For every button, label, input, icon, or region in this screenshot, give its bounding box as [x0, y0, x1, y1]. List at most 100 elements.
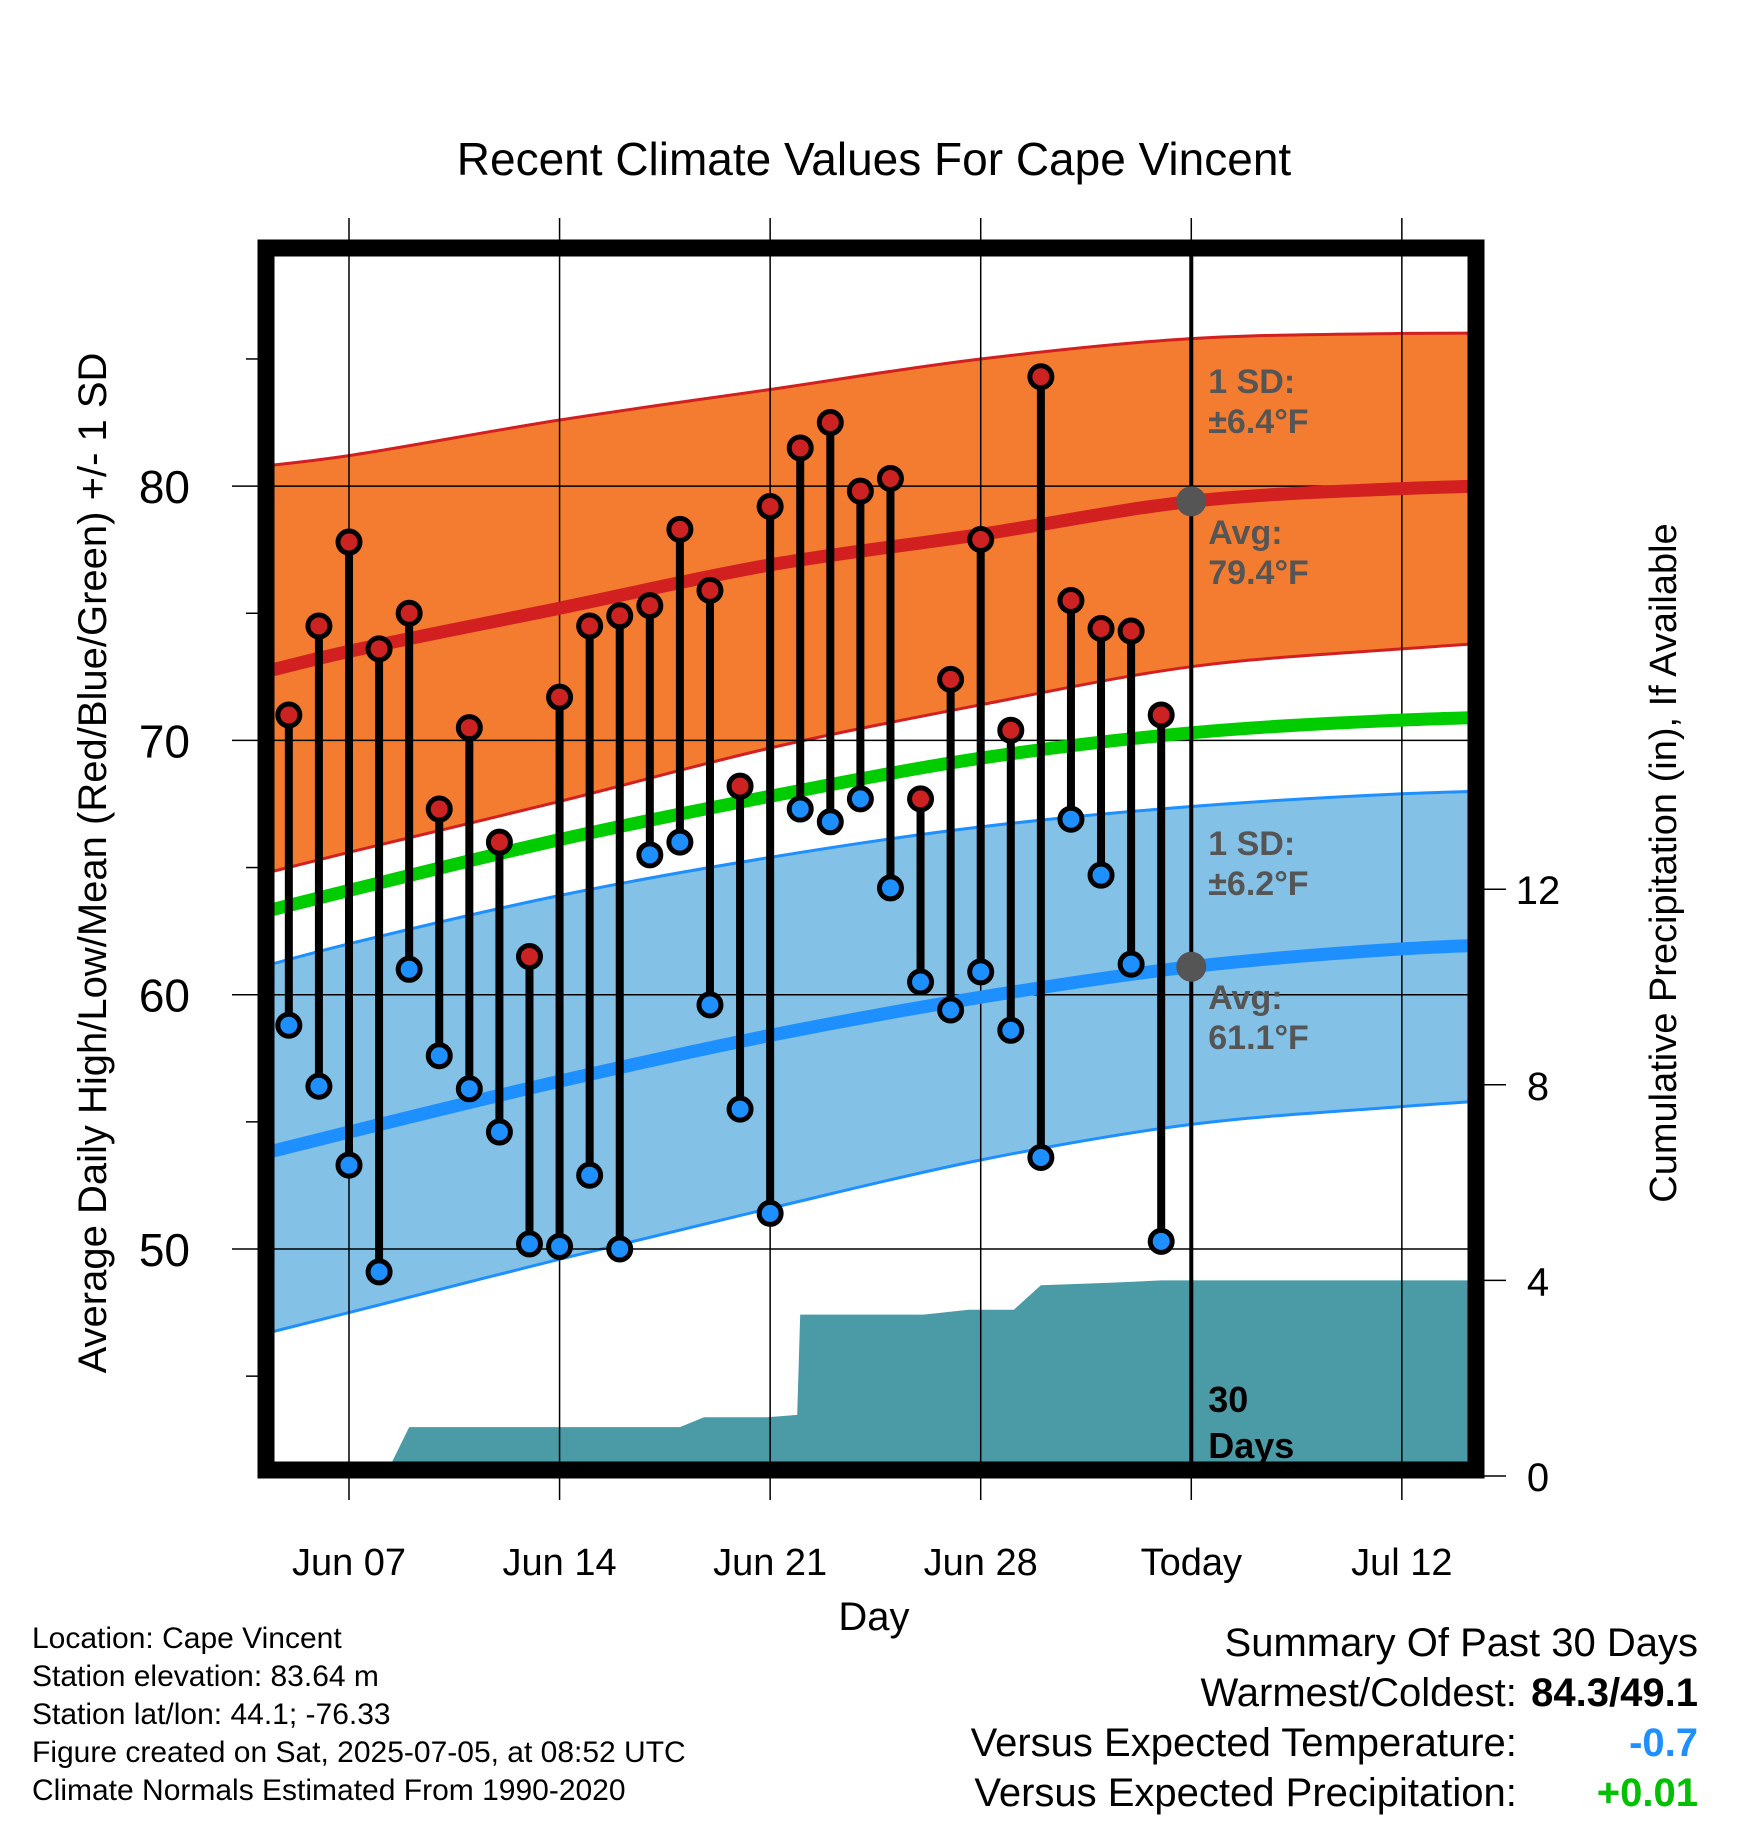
x-tick-label: Jun 07	[292, 1542, 406, 1584]
daily-low-point	[907, 968, 935, 996]
low-avg-label: Avg:	[1208, 979, 1282, 1017]
x-tick-label: Today	[1141, 1542, 1242, 1584]
elevation-text: Station elevation: 83.64 m	[32, 1660, 379, 1693]
station-info: Location: Cape Vincent Station elevation…	[32, 1620, 686, 1810]
high-avg-label: Avg:	[1208, 514, 1282, 552]
window-label-number: 30	[1208, 1379, 1248, 1420]
daily-low-point	[515, 1230, 543, 1258]
daily-low-point	[606, 1235, 634, 1263]
daily-high-point	[335, 528, 363, 556]
summary-panel: Summary Of Past 30 Days Warmest/Coldest:…	[971, 1618, 1698, 1818]
daily-high-point	[606, 602, 634, 630]
low-avg-value: 61.1°F	[1208, 1019, 1309, 1057]
avg-low-line	[266, 938, 1476, 1160]
daily-low-point	[997, 1016, 1025, 1044]
today-avg-high-dot	[1176, 486, 1207, 517]
daily-low-point	[937, 996, 965, 1024]
low-sd-label: 1 SD:	[1208, 825, 1295, 863]
summary-precip-row: Versus Expected Precipitation: +0.01	[971, 1768, 1698, 1818]
daily-high-point	[425, 795, 453, 823]
daily-high-point	[666, 515, 694, 543]
daily-high-point	[1117, 617, 1145, 645]
daily-low-point	[455, 1075, 483, 1103]
daily-low-point	[546, 1232, 574, 1260]
daily-low-point	[756, 1199, 784, 1227]
y2-tick-label: 0	[1527, 1456, 1549, 1500]
latlon-text: Station lat/lon: 44.1; -76.33	[32, 1698, 391, 1731]
precip-value: +0.01	[1596, 1771, 1698, 1815]
daily-high-point	[967, 526, 995, 554]
location-text: Location: Cape Vincent	[32, 1622, 342, 1655]
summary-temp-row: Versus Expected Temperature: -0.7	[971, 1718, 1698, 1768]
daily-low-point	[1087, 861, 1115, 889]
daily-high-point	[816, 409, 844, 437]
daily-high-point	[726, 772, 754, 800]
daily-low-point	[335, 1151, 363, 1179]
daily-low-point	[485, 1118, 513, 1146]
daily-low-point	[305, 1072, 333, 1100]
high-sd-band	[266, 333, 1476, 873]
daily-low-point	[1117, 950, 1145, 978]
daily-high-point	[546, 683, 574, 711]
daily-low-point	[425, 1042, 453, 1070]
warm-cold-label: Warmest/Coldest:	[1200, 1671, 1517, 1715]
daily-high-point	[1057, 587, 1085, 615]
low-minus-sd-line	[266, 1099, 1476, 1335]
y-tick-label: 50	[139, 1224, 190, 1276]
precip-area	[388, 1280, 1476, 1470]
daily-low-point	[1057, 805, 1085, 833]
daily-low-point	[726, 1095, 754, 1123]
daily-high-point	[846, 477, 874, 505]
daily-low-point	[786, 795, 814, 823]
high-sd-label: 1 SD:	[1208, 363, 1295, 401]
y-axis-label: Average Daily High/Low/Mean (Red/Blue/Gr…	[71, 353, 115, 1374]
daily-low-point	[636, 841, 664, 869]
daily-high-point	[365, 635, 393, 663]
daily-low-point	[1027, 1143, 1055, 1171]
x-tick-label: Jul 12	[1351, 1542, 1452, 1584]
daily-low-point	[576, 1161, 604, 1189]
y2-tick-label: 4	[1527, 1260, 1549, 1304]
x-axis-label: Day	[838, 1595, 909, 1639]
window-label-days: Days	[1208, 1425, 1294, 1466]
daily-high-point	[997, 716, 1025, 744]
high-avg-value: 79.4°F	[1208, 554, 1309, 592]
daily-high-point	[576, 612, 604, 640]
daily-high-point	[275, 701, 303, 729]
daily-low-point	[846, 785, 874, 813]
daily-high-point	[756, 492, 784, 520]
daily-low-point	[666, 828, 694, 856]
daily-high-point	[937, 665, 965, 693]
daily-high-point	[485, 828, 513, 856]
y-tick-label: 80	[139, 461, 190, 513]
daily-low-point	[967, 958, 995, 986]
daily-high-point	[636, 592, 664, 620]
normals-text: Climate Normals Estimated From 1990-2020	[32, 1774, 626, 1807]
daily-high-point	[786, 434, 814, 462]
temp-label: Versus Expected Temperature:	[970, 1721, 1517, 1765]
daily-high-point	[1027, 363, 1055, 391]
warmest-value: 84.3	[1531, 1671, 1610, 1715]
precip-label: Versus Expected Precipitation:	[974, 1771, 1517, 1815]
daily-high-point	[907, 785, 935, 813]
daily-high-point	[455, 714, 483, 742]
y2-tick-label: 8	[1527, 1065, 1549, 1109]
daily-low-point	[275, 1011, 303, 1039]
y2-axis-label: Cumulative Precipitation (in), If Availa…	[1643, 523, 1685, 1202]
daily-low-point	[395, 955, 423, 983]
plot-frame	[257, 239, 1485, 1479]
daily-low-point	[876, 874, 904, 902]
temp-value: -0.7	[1629, 1721, 1698, 1765]
x-tick-label: Jun 14	[503, 1542, 617, 1584]
daily-high-point	[1147, 701, 1175, 729]
y-tick-label: 60	[139, 970, 190, 1022]
today-avg-low-dot	[1176, 951, 1207, 982]
x-tick-label: Jun 28	[924, 1542, 1038, 1584]
summary-warm-cold-row: Warmest/Coldest: 84.3/49.1	[971, 1668, 1699, 1718]
x-tick-label: Jun 21	[713, 1542, 827, 1584]
y2-tick-label: 12	[1516, 869, 1561, 913]
coldest-value: 49.1	[1620, 1671, 1698, 1715]
